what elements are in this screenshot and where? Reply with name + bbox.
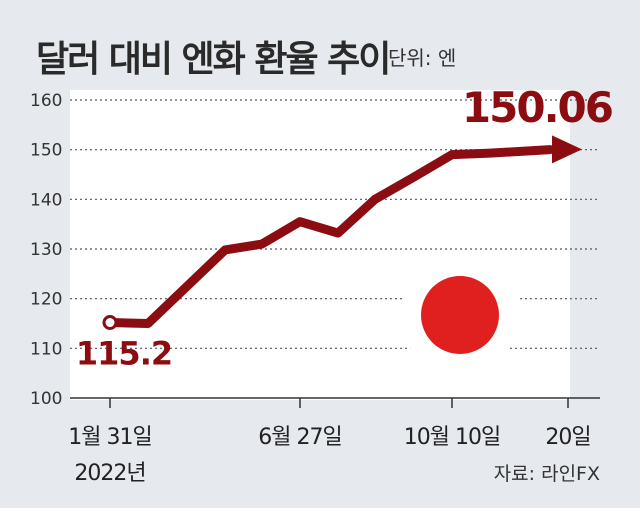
- end-value-label: 150.06: [462, 83, 612, 132]
- x-tick-label: 1월 31일: [68, 425, 151, 450]
- japan-flag-icon: [400, 255, 520, 375]
- start-point-marker: [102, 315, 118, 331]
- x-tick-label: 10월 10일: [404, 425, 500, 450]
- y-tick-label: 150: [30, 141, 62, 161]
- start-value-label: 115.2: [76, 335, 172, 373]
- y-tick-label: 100: [30, 389, 62, 409]
- y-tick-label: 110: [30, 339, 62, 359]
- line-arrowhead: [552, 135, 582, 164]
- y-tick-label: 130: [30, 240, 62, 260]
- x-tick-label: 6월 27일: [258, 425, 341, 450]
- y-tick-label: 140: [30, 190, 62, 210]
- unit-label: 단위: 엔: [388, 46, 457, 70]
- y-tick-label: 120: [30, 290, 62, 310]
- chart-title: 달러 대비 엔화 환율 추이: [36, 39, 391, 80]
- y-tick-label: 160: [30, 91, 62, 111]
- x-tick-year-label: 2022년: [74, 461, 145, 486]
- x-tick-label: 20일: [545, 425, 590, 450]
- source-note: 자료: 라인FX: [494, 463, 600, 485]
